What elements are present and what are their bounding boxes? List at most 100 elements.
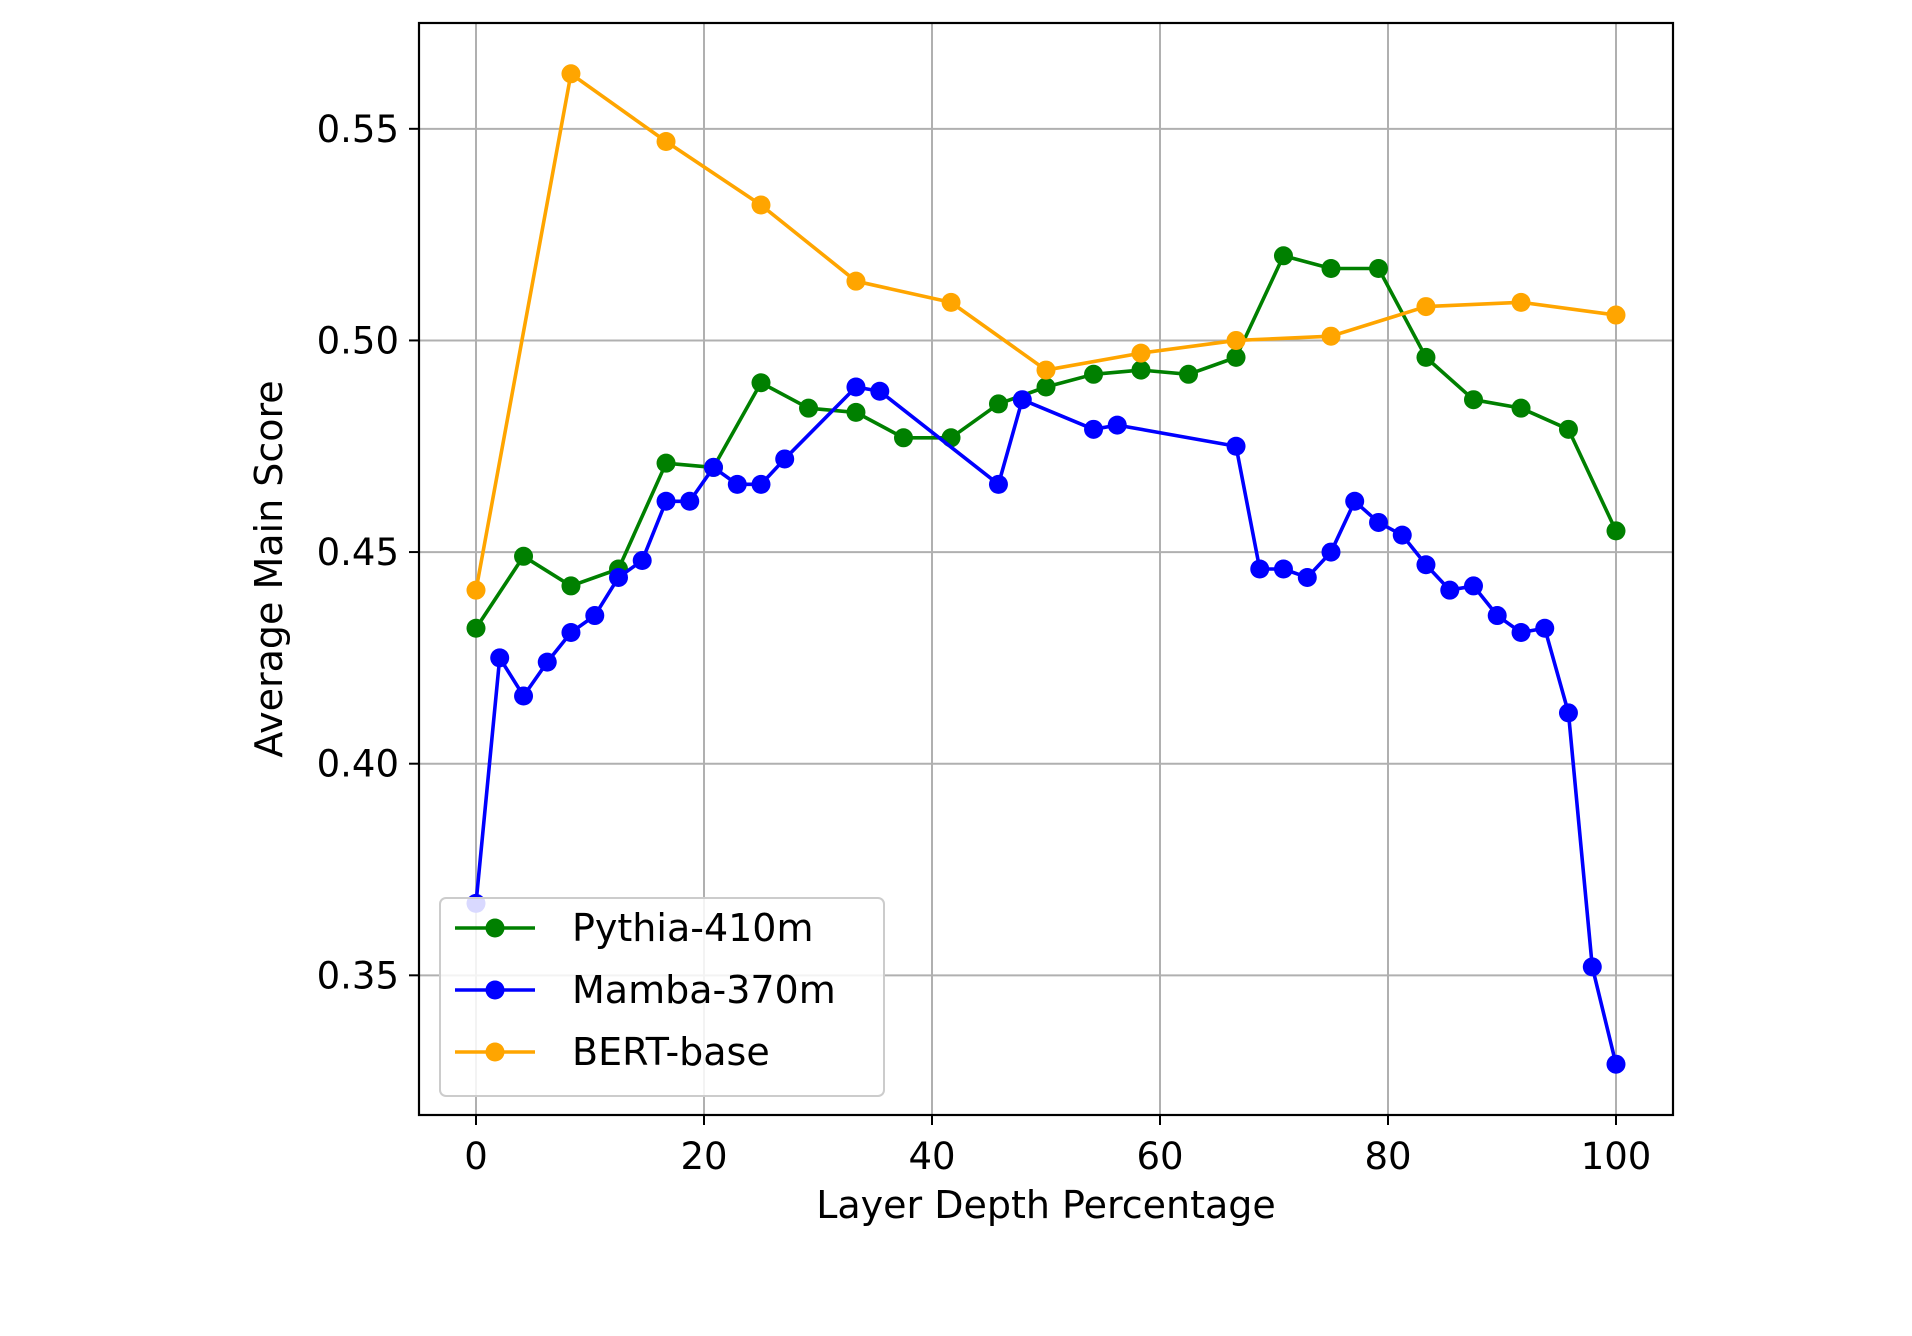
legend-label: BERT-base — [572, 1030, 770, 1074]
y-tick-label: 0.50 — [317, 319, 399, 362]
data-point — [1321, 326, 1341, 346]
x-tick-label: 60 — [1136, 1135, 1183, 1178]
data-point — [703, 457, 723, 477]
data-point — [1511, 292, 1531, 312]
x-tick-label: 20 — [680, 1135, 727, 1178]
x-tick-label: 80 — [1364, 1135, 1411, 1178]
data-point — [1107, 415, 1127, 435]
data-point — [1558, 703, 1578, 723]
legend-entry: Mamba-370m — [455, 968, 836, 1012]
data-point — [466, 580, 486, 600]
data-point — [1582, 957, 1602, 977]
data-point — [656, 453, 676, 473]
legend-entry: BERT-base — [455, 1030, 770, 1074]
data-point — [1369, 258, 1389, 278]
series-pythia-410m — [466, 246, 1626, 638]
data-point — [846, 271, 866, 291]
series-line — [474, 71, 1617, 591]
series-group — [466, 64, 1626, 1074]
data-point — [1131, 360, 1151, 380]
data-point — [561, 64, 581, 84]
data-point — [941, 292, 961, 312]
data-point — [1464, 390, 1483, 410]
data-point — [466, 618, 486, 638]
data-point — [894, 428, 913, 448]
x-tick-label: 100 — [1581, 1135, 1652, 1178]
data-point — [941, 428, 961, 448]
legend-label: Mamba-370m — [572, 968, 836, 1012]
data-point — [1511, 398, 1531, 418]
legend-marker — [485, 918, 505, 938]
data-point — [1321, 258, 1341, 278]
data-point — [1226, 330, 1246, 350]
data-point — [846, 377, 866, 397]
data-point — [656, 132, 676, 152]
data-point — [1606, 521, 1626, 541]
legend-box — [439, 897, 885, 1097]
data-point — [561, 622, 581, 642]
data-point — [632, 551, 652, 571]
data-point — [1321, 542, 1341, 562]
data-point — [1511, 622, 1531, 642]
y-tick-label: 0.45 — [317, 531, 399, 574]
data-point — [1012, 390, 1032, 410]
y-tick-label: 0.35 — [317, 954, 399, 997]
data-point — [1606, 305, 1626, 325]
data-point — [751, 474, 771, 494]
data-point — [490, 648, 510, 668]
data-point — [537, 652, 557, 672]
legend-marker — [485, 1042, 505, 1062]
legend-label: Pythia-410m — [572, 906, 814, 950]
data-point — [1416, 297, 1436, 317]
x-tick-label: 40 — [908, 1135, 955, 1178]
data-point — [775, 449, 795, 469]
data-point — [1084, 419, 1104, 439]
data-point — [609, 567, 628, 587]
axis-ticks: 0 20 40 60 80 100 0.35 0.40 0.45 0.50 0.55 — [317, 108, 1652, 1178]
y-axis-label: Average Main Score — [247, 380, 291, 757]
data-point — [1416, 347, 1436, 367]
data-point — [1250, 559, 1270, 579]
data-point — [1179, 364, 1198, 384]
data-point — [988, 474, 1008, 494]
data-point — [1226, 436, 1246, 456]
data-point — [656, 491, 676, 511]
data-point — [1297, 567, 1317, 587]
x-axis-label: Layer Depth Percentage — [816, 1183, 1276, 1227]
data-point — [751, 373, 771, 393]
data-point — [561, 576, 581, 596]
data-point — [1440, 580, 1460, 600]
data-point — [988, 394, 1008, 414]
data-point — [727, 474, 747, 494]
data-point — [1131, 343, 1151, 363]
data-point — [1036, 377, 1056, 397]
x-tick-label: 0 — [464, 1135, 488, 1178]
legend: Pythia-410m Mamba-370m BERT-base — [439, 897, 885, 1097]
legend-entry: Pythia-410m — [455, 906, 814, 950]
data-point — [1558, 419, 1578, 439]
data-point — [1464, 576, 1483, 596]
y-tick-label: 0.40 — [317, 743, 399, 786]
data-point — [514, 546, 534, 566]
data-point — [1487, 606, 1507, 626]
data-point — [1535, 618, 1555, 638]
data-point — [514, 686, 534, 706]
data-point — [1345, 491, 1365, 511]
data-point — [870, 381, 890, 401]
data-point — [1226, 347, 1246, 367]
data-point — [1036, 360, 1056, 380]
plot-frame — [417, 21, 1675, 1117]
data-point — [680, 491, 700, 511]
series-mamba-370m — [466, 377, 1626, 1074]
data-point — [751, 195, 771, 215]
data-point — [1273, 559, 1293, 579]
legend-marker — [485, 980, 505, 1000]
y-tick-label: 0.55 — [317, 108, 399, 151]
series-line — [474, 253, 1618, 630]
data-point — [846, 402, 866, 422]
data-point — [1084, 364, 1104, 384]
data-point — [1392, 525, 1412, 545]
data-point — [1273, 246, 1293, 266]
